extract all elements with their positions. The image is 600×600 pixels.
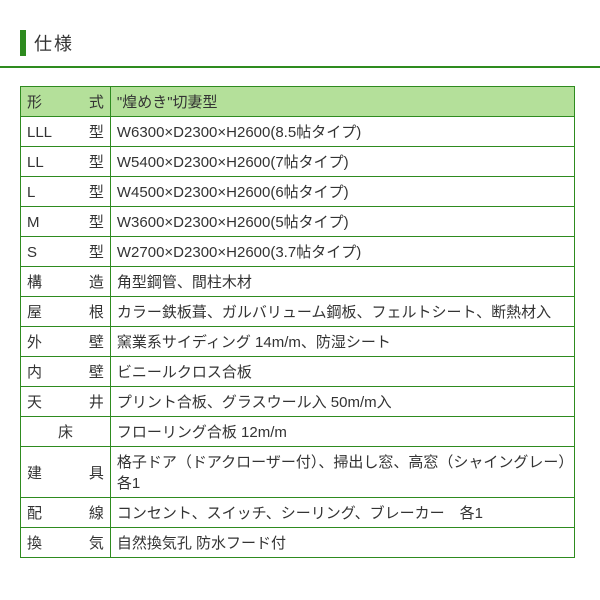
table-row: LLL型 W6300×D2300×H2600(8.5帖タイプ) <box>21 117 575 147</box>
spec-value: 格子ドア（ドアクローザー付）、掃出し窓、高窓（シャイングレー） 各1 <box>110 447 574 498</box>
table-row: L 型 W4500×D2300×H2600(6帖タイプ) <box>21 177 575 207</box>
spec-value: W2700×D2300×H2600(3.7帖タイプ) <box>110 237 574 267</box>
spec-value: 窯業系サイディング 14m/m、防湿シート <box>110 327 574 357</box>
spec-label: S 型 <box>21 237 111 267</box>
section-title-wrap: 仕様 <box>20 30 580 56</box>
spec-value: 角型鋼管、間柱木材 <box>110 267 574 297</box>
table-row: 配 線 コンセント、スイッチ、シーリング、ブレーカー 各1 <box>21 498 575 528</box>
spec-label: 天 井 <box>21 387 111 417</box>
spec-value: コンセント、スイッチ、シーリング、ブレーカー 各1 <box>110 498 574 528</box>
table-row: 床 フローリング合板 12m/m <box>21 417 575 447</box>
table-row: 建 具 格子ドア（ドアクローザー付）、掃出し窓、高窓（シャイングレー） 各1 <box>21 447 575 498</box>
table-row: 屋 根 カラー鉄板葺、ガルバリューム鋼板、フェルトシート、断熱材入 <box>21 297 575 327</box>
spec-label: 屋 根 <box>21 297 111 327</box>
spec-value: W4500×D2300×H2600(6帖タイプ) <box>110 177 574 207</box>
spec-label: 配 線 <box>21 498 111 528</box>
spec-label: LLL型 <box>21 117 111 147</box>
table-row: 天 井 プリント合板、グラスウール入 50m/m入 <box>21 387 575 417</box>
table-row: 換 気 自然換気孔 防水フード付 <box>21 528 575 558</box>
spec-label: 内 壁 <box>21 357 111 387</box>
spec-label: LL 型 <box>21 147 111 177</box>
table-row: M 型 W3600×D2300×H2600(5帖タイプ) <box>21 207 575 237</box>
table-row: 内 壁 ビニールクロス合板 <box>21 357 575 387</box>
spec-label: L 型 <box>21 177 111 207</box>
table-row: 外 壁 窯業系サイディング 14m/m、防湿シート <box>21 327 575 357</box>
spec-label: 構 造 <box>21 267 111 297</box>
spec-value: プリント合板、グラスウール入 50m/m入 <box>110 387 574 417</box>
table-row: 構 造 角型鋼管、間柱木材 <box>21 267 575 297</box>
spec-label: 外 壁 <box>21 327 111 357</box>
spec-value: W5400×D2300×H2600(7帖タイプ) <box>110 147 574 177</box>
spec-value: ビニールクロス合板 <box>110 357 574 387</box>
section-title: 仕様 <box>34 30 580 56</box>
table-header-row: 形 式 "煌めき"切妻型 <box>21 87 575 117</box>
spec-value: W6300×D2300×H2600(8.5帖タイプ) <box>110 117 574 147</box>
spec-label: M 型 <box>21 207 111 237</box>
spec-label: 床 <box>21 417 111 447</box>
spec-label: 建 具 <box>21 447 111 498</box>
spec-table: 形 式 "煌めき"切妻型 LLL型 W6300×D2300×H2600(8.5帖… <box>20 86 575 558</box>
spec-label: 換 気 <box>21 528 111 558</box>
section-title-underline <box>0 66 600 68</box>
header-col-2: "煌めき"切妻型 <box>110 87 574 117</box>
spec-value: W3600×D2300×H2600(5帖タイプ) <box>110 207 574 237</box>
table-row: LL 型 W5400×D2300×H2600(7帖タイプ) <box>21 147 575 177</box>
spec-value: カラー鉄板葺、ガルバリューム鋼板、フェルトシート、断熱材入 <box>110 297 574 327</box>
table-row: S 型 W2700×D2300×H2600(3.7帖タイプ) <box>21 237 575 267</box>
spec-value: 自然換気孔 防水フード付 <box>110 528 574 558</box>
header-col-1: 形 式 <box>21 87 111 117</box>
spec-value: フローリング合板 12m/m <box>110 417 574 447</box>
